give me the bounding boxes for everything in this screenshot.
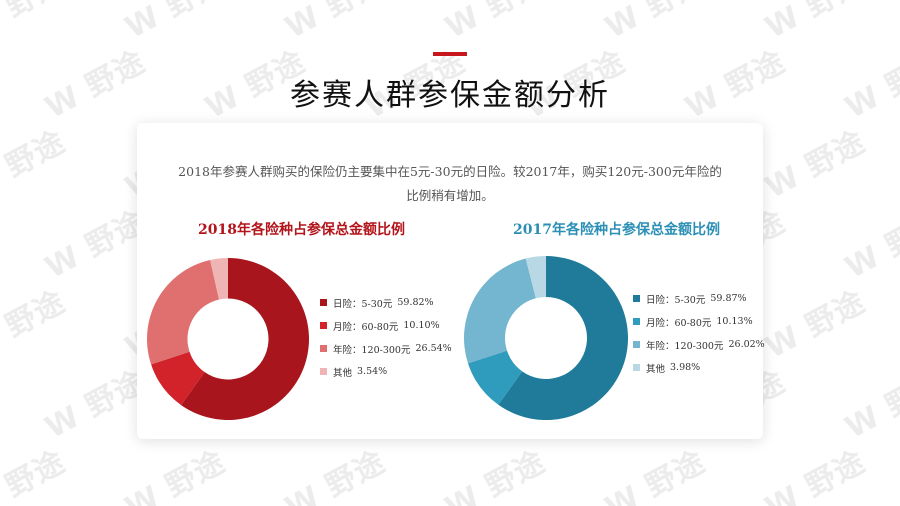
legend-label: 其他 xyxy=(646,363,666,375)
legend-item: 月险：60-80元 10.10% xyxy=(320,314,452,337)
donut-slice-0-1 xyxy=(151,351,205,406)
legend-label: 日险：5-30元 xyxy=(646,294,706,306)
legend-value: 59.82% xyxy=(397,297,434,308)
watermark: W 野途 xyxy=(39,204,152,286)
watermark: W 野途 xyxy=(0,0,71,46)
watermark: W 野途 xyxy=(599,0,712,46)
legend-item: 日险：5-30元 59.82% xyxy=(320,291,452,314)
donut-slice-1-0 xyxy=(498,256,628,420)
legend-swatch xyxy=(320,345,327,352)
legend-label: 年险：120-300元 xyxy=(333,344,411,356)
legend-value: 10.10% xyxy=(403,320,440,331)
donut-slice-1-3 xyxy=(525,256,546,299)
legend-item: 日险：5-30元 59.87% xyxy=(633,287,765,310)
legend-item: 月险：60-80元 10.13% xyxy=(633,310,765,333)
legend-swatch xyxy=(633,318,640,325)
legend-value: 3.98% xyxy=(670,362,701,373)
donut-slice-0-2 xyxy=(147,259,220,365)
legend-2017: 日险：5-30元 59.87% 月险：60-80元 10.13% 年险：120-300元… xyxy=(633,287,765,379)
page-title: 参赛人群参保金额分析 xyxy=(290,78,610,113)
watermark: W 野途 xyxy=(599,444,712,506)
summary-line-2: 比例稍有增加。 xyxy=(406,188,494,203)
watermark: W 野途 xyxy=(119,0,232,46)
watermark: W 野途 xyxy=(839,364,900,446)
legend-label: 其他 xyxy=(333,367,353,379)
summary-text: 2018年参赛人群购买的保险仍主要集中在5元-30元的日险。较2017年，购买1… xyxy=(170,160,730,208)
legend-swatch xyxy=(320,322,327,329)
legend-value: 59.87% xyxy=(710,293,747,304)
donut-slice-0-0 xyxy=(181,258,309,420)
watermark: W 野途 xyxy=(0,124,72,206)
watermark: W 野途 xyxy=(0,284,72,366)
legend-value: 26.54% xyxy=(415,343,452,354)
title-accent-bar xyxy=(433,52,467,56)
watermark: W 野途 xyxy=(839,204,900,286)
legend-2018: 日险：5-30元 59.82% 月险：60-80元 10.10% 年险：120-300元… xyxy=(320,291,452,383)
legend-value: 10.13% xyxy=(716,316,753,327)
legend-label: 日险：5-30元 xyxy=(333,298,393,310)
chart-title-2017: 2017年各险种占参保总金额比例 xyxy=(513,222,720,238)
watermark: W 野途 xyxy=(39,364,152,446)
watermark: W 野途 xyxy=(759,444,872,506)
summary-line-1: 2018年参赛人群购买的保险仍主要集中在5元-30元的日险。较2017年，购买1… xyxy=(178,164,722,179)
watermark: W 野途 xyxy=(759,284,872,366)
legend-label: 月险：60-80元 xyxy=(333,321,399,333)
legend-label: 年险：120-300元 xyxy=(646,340,724,352)
watermark: W 野途 xyxy=(439,0,552,46)
legend-item: 年险：120-300元 26.54% xyxy=(320,337,452,360)
legend-value: 3.54% xyxy=(357,366,388,377)
watermark: W 野途 xyxy=(119,444,232,506)
watermark: W 野途 xyxy=(759,0,872,46)
donut-slice-0-3 xyxy=(210,258,228,300)
donut-slice-1-2 xyxy=(464,258,536,364)
donut-chart-2018 xyxy=(147,258,309,420)
legend-value: 26.02% xyxy=(728,339,765,350)
watermark: W 野途 xyxy=(439,444,552,506)
legend-item: 其他 3.54% xyxy=(320,360,452,383)
legend-swatch xyxy=(320,299,327,306)
donut-chart-2017 xyxy=(464,256,628,420)
legend-item: 其他 3.98% xyxy=(633,356,765,379)
legend-swatch xyxy=(633,295,640,302)
legend-swatch xyxy=(633,364,640,371)
chart-title-2018: 2018年各险种占参保总金额比例 xyxy=(198,222,405,238)
legend-label: 月险：60-80元 xyxy=(646,317,712,329)
watermark: W 野途 xyxy=(759,124,872,206)
watermark: W 野途 xyxy=(279,0,392,46)
legend-swatch xyxy=(320,368,327,375)
watermark: W 野途 xyxy=(279,444,392,506)
donut-slice-1-1 xyxy=(468,350,523,405)
watermark: W 野途 xyxy=(0,444,72,506)
legend-swatch xyxy=(633,341,640,348)
legend-item: 年险：120-300元 26.02% xyxy=(633,333,765,356)
